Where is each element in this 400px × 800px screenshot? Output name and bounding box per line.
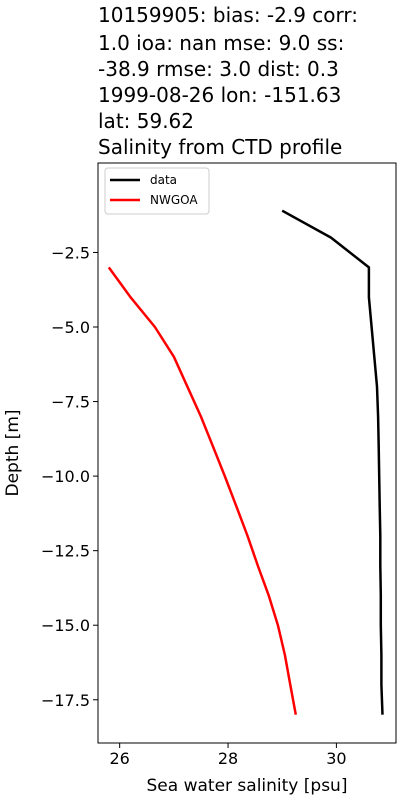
y-tick-label: −17.5 — [41, 691, 90, 710]
series-lines — [107, 209, 384, 715]
y-tick-label: −10.0 — [41, 467, 90, 486]
y-tick-label: −7.5 — [51, 393, 90, 412]
legend-label-data: data — [150, 173, 177, 187]
y-tick-label: −15.0 — [41, 616, 90, 635]
legend-label-nwgoa: NWGOA — [150, 193, 198, 207]
y-tick-label: −5.0 — [51, 318, 90, 337]
chart-title-line-2: 1.0 ioa: nan mse: 9.0 ss: — [98, 31, 344, 55]
chart-title: 10159905: bias: -2.9 corr: 1.0 ioa: nan … — [98, 3, 358, 159]
plot-area — [97, 162, 397, 744]
y-tick-label: −2.5 — [51, 243, 90, 262]
series-line-data — [281, 209, 384, 715]
chart-title-line-5: lat: 59.62 — [98, 109, 194, 133]
chart-title-line-4: 1999-08-26 lon: -151.63 — [98, 83, 341, 107]
x-axis-label: Sea water salinity [psu] — [147, 776, 348, 796]
y-axis: −2.5 −5.0 −7.5 −10.0 −12.5 −15.0 −17.5 — [41, 243, 98, 710]
y-tick-label: −12.5 — [41, 542, 90, 561]
x-tick-label: 28 — [218, 749, 238, 768]
y-axis-label: Depth [m] — [3, 409, 23, 496]
series-line-nwgoa — [107, 266, 298, 715]
chart-title-line-1: 10159905: bias: -2.9 corr: — [98, 3, 358, 27]
x-tick-label: 30 — [326, 749, 346, 768]
chart-title-line-3: -38.9 rmse: 3.0 dist: 0.3 — [98, 57, 339, 81]
x-axis: 26 28 30 — [109, 743, 347, 768]
legend: data NWGOA — [104, 167, 210, 215]
chart-title-line-6: Salinity from CTD profile — [98, 135, 342, 159]
x-tick-label: 26 — [109, 749, 129, 768]
